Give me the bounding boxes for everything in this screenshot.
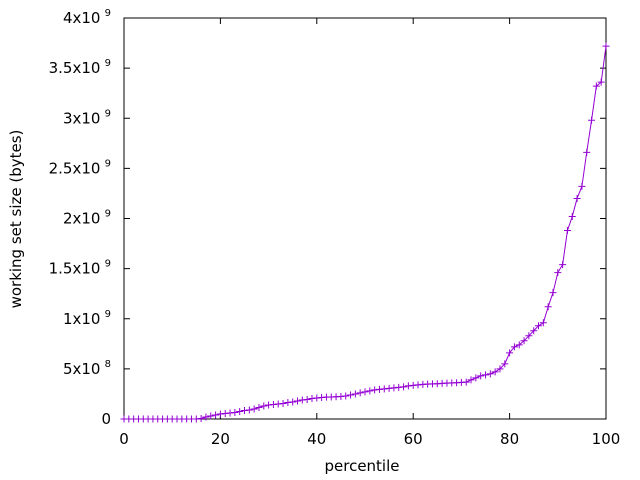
data-point [284, 398, 292, 406]
data-point [351, 390, 359, 398]
data-point [477, 372, 485, 380]
data-point [274, 400, 282, 408]
data-point [573, 194, 581, 202]
x-tick-label: 0 [119, 430, 129, 448]
data-point [400, 383, 408, 391]
data-point [202, 413, 210, 421]
data-point [236, 407, 244, 415]
data-point [559, 261, 567, 269]
data-point [578, 182, 586, 190]
series-line [124, 46, 607, 420]
data-point [563, 227, 571, 235]
data-point [313, 394, 321, 402]
data-point [265, 401, 273, 409]
data-point [289, 398, 297, 406]
data-point [255, 403, 263, 411]
data-point [462, 378, 470, 386]
data-point [375, 385, 383, 393]
data-point [308, 394, 316, 402]
x-tick-label: 80 [500, 430, 519, 448]
plot-frame [123, 17, 607, 420]
data-point [544, 303, 552, 311]
y-tick-label: 0 [101, 410, 111, 428]
data-point [583, 148, 591, 156]
data-point [294, 397, 302, 405]
data-point [342, 392, 350, 400]
y-tick-label: 1.5x10 9 [49, 259, 111, 278]
data-point [298, 396, 306, 404]
data-point [337, 392, 345, 400]
data-point [231, 408, 239, 416]
data-point [588, 116, 596, 124]
data-point [506, 349, 514, 357]
data-point [361, 388, 369, 396]
data-series [120, 42, 610, 423]
data-point [409, 381, 417, 389]
data-point [501, 360, 509, 368]
y-tick-label: 3x10 9 [63, 108, 111, 127]
data-point [472, 374, 480, 382]
data-point [241, 406, 248, 414]
data-point [554, 269, 562, 277]
x-tick-label: 60 [404, 430, 423, 448]
y-tick-label: 4x10 9 [63, 8, 111, 27]
data-point [539, 319, 547, 327]
data-point [597, 78, 605, 86]
data-point [260, 402, 268, 410]
data-point [371, 386, 379, 394]
x-axis-ticks: 0 20 40 60 80 100 [119, 18, 620, 448]
y-axis-ticks: 0 5x10 8 1x10 9 1.5x10 9 2x10 9 2.5x10 9 3x10 … [49, 8, 606, 428]
data-point [482, 371, 489, 379]
data-point [520, 337, 528, 345]
data-point [197, 414, 205, 422]
data-point [279, 399, 287, 407]
data-point [226, 409, 234, 417]
data-point [390, 384, 398, 392]
y-axis-title: working set size (bytes) [7, 130, 25, 309]
data-point [380, 385, 388, 393]
x-axis-title: percentile [324, 457, 399, 475]
data-point [207, 412, 215, 420]
data-point [404, 382, 412, 390]
data-point [192, 415, 200, 423]
data-point [395, 383, 403, 391]
data-point [385, 384, 393, 392]
data-point [216, 410, 224, 418]
data-point [212, 411, 220, 419]
data-point [347, 391, 355, 399]
data-point [510, 343, 518, 351]
data-point [592, 82, 600, 90]
x-tick-label: 100 [592, 430, 621, 448]
y-tick-label: 2.5x10 9 [49, 158, 111, 177]
data-point [221, 409, 229, 417]
data-point [467, 376, 475, 384]
data-point [515, 341, 523, 349]
data-point [366, 387, 374, 395]
data-point [549, 289, 557, 297]
data-point [250, 405, 258, 413]
data-point [602, 42, 610, 50]
data-point [530, 327, 538, 335]
y-tick-label: 5x10 8 [63, 359, 111, 378]
y-tick-label: 1x10 9 [63, 309, 111, 328]
data-point [303, 395, 311, 403]
x-tick-label: 20 [211, 430, 230, 448]
data-point [525, 332, 533, 340]
x-tick-label: 40 [307, 430, 326, 448]
y-tick-label: 3.5x10 9 [49, 58, 111, 77]
data-point [414, 381, 422, 389]
data-point [245, 406, 253, 414]
data-point [491, 368, 499, 376]
y-tick-label: 2x10 9 [63, 209, 111, 228]
data-point [356, 389, 364, 397]
data-point [269, 400, 277, 408]
data-point [535, 322, 543, 330]
data-point [496, 365, 504, 373]
data-point [568, 212, 576, 220]
data-point [486, 370, 494, 378]
